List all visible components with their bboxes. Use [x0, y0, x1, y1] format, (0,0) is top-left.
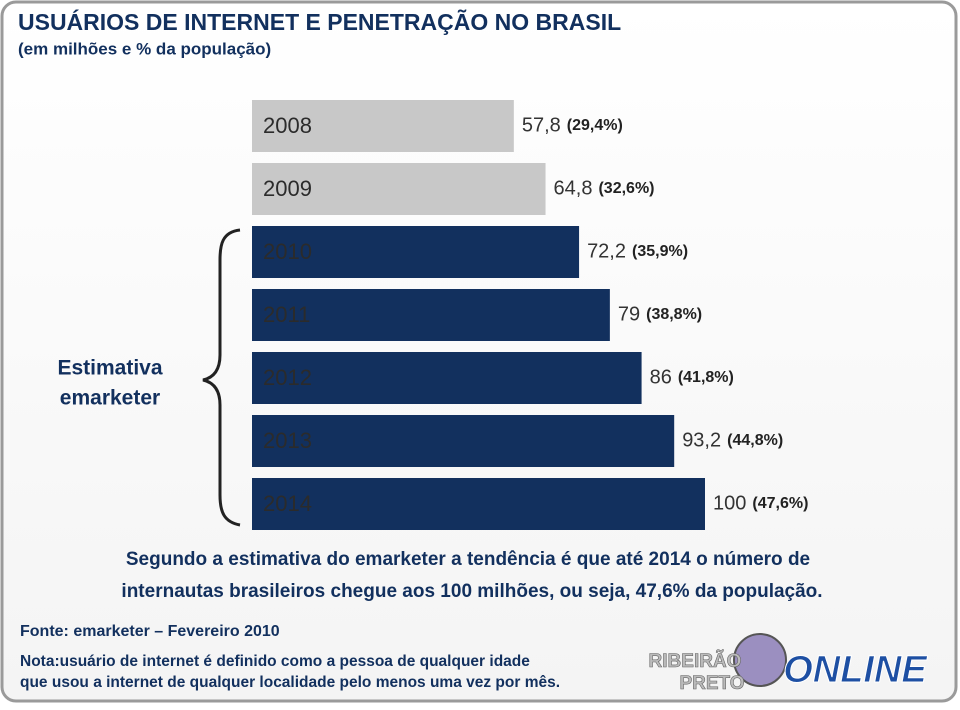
percent-label: (41,8%)	[678, 369, 734, 386]
value-label: 100	[713, 492, 746, 514]
bar	[252, 478, 705, 530]
value-label: 57,8	[522, 114, 561, 136]
logo-icon	[733, 633, 787, 687]
bar	[252, 289, 610, 341]
note: Segundo a estimativa do emarketer a tend…	[126, 549, 810, 570]
note: internautas brasileiros chegue aos 100 m…	[121, 581, 822, 602]
logo-text: PRETO	[679, 673, 744, 694]
value-label: 86	[650, 366, 672, 388]
percent-label: (47,6%)	[752, 495, 808, 512]
percent-label: (38,8%)	[646, 306, 702, 323]
brace	[202, 228, 241, 527]
category-label: 2009	[263, 176, 312, 201]
value-label: 72,2	[587, 240, 626, 262]
category-label: 2008	[263, 113, 312, 138]
value-label: 79	[618, 303, 640, 325]
source: Fonte: emarketer – Fevereiro 2010	[20, 623, 280, 640]
category-label: 2011	[263, 302, 310, 327]
value-label: 93,2	[682, 429, 721, 451]
category-label: 2014	[263, 491, 312, 516]
category-label: 2013	[263, 428, 312, 453]
footnote: que usou a internet de qualquer localida…	[20, 674, 560, 691]
bar	[252, 163, 546, 215]
logo: RIBEIRÃO PRETO ONLINE	[648, 633, 929, 694]
percent-label: (44,8%)	[727, 432, 783, 449]
bar	[252, 415, 675, 467]
bar	[252, 100, 514, 152]
category-label: 2012	[263, 365, 312, 390]
bar	[252, 352, 642, 404]
percent-label: (35,9%)	[632, 243, 688, 260]
annotation: emarketer	[60, 387, 160, 410]
chart-title: USUÁRIOS DE INTERNET E PENETRAÇÃO NO BRA…	[18, 8, 621, 35]
percent-label: (32,6%)	[598, 180, 654, 197]
logo-text: RIBEIRÃO	[649, 650, 742, 672]
logo-text: ONLINE	[783, 649, 928, 691]
footnote: Nota:usuário de internet é definido como…	[20, 653, 530, 670]
chart-subtitle: (em milhões e % da população)	[18, 39, 271, 58]
bar	[252, 226, 580, 278]
value-label: 64,8	[554, 177, 593, 199]
category-label: 2010	[263, 239, 312, 264]
annotation: Estimativa	[57, 357, 162, 380]
percent-label: (29,4%)	[567, 117, 623, 134]
